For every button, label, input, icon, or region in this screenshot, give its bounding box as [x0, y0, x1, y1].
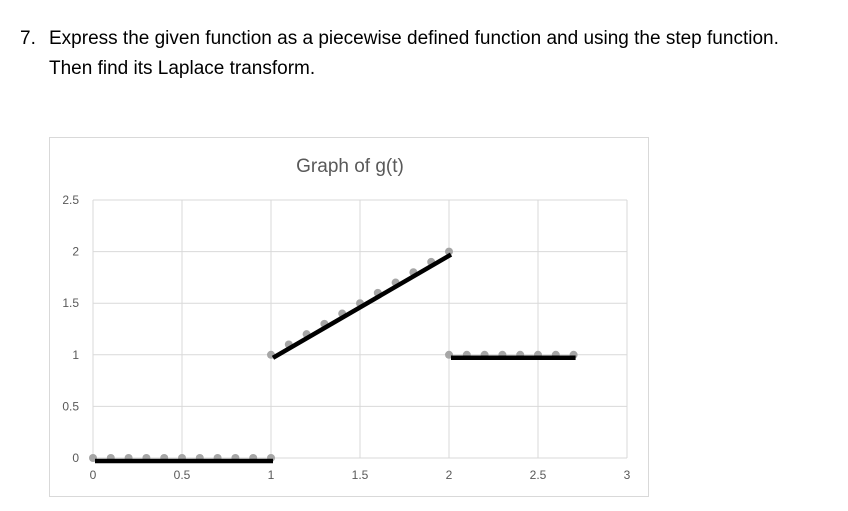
chart-grid	[92, 199, 628, 459]
function-segment	[271, 252, 453, 360]
problem-text-line-1: Express the given function as a piecewis…	[49, 28, 779, 49]
chart-area: Graph of g(t) 0 0.5 1 1.5 2 2.5 3 0 0.5 1 1.5 2 2.5	[49, 137, 649, 497]
chart-tick-labels: 0 0.5 1 1.5 2 2.5 3 0 0.5 1 1.5 2 2.5	[62, 193, 630, 482]
y-tick-label: 2	[72, 245, 79, 259]
y-tick-label: 1	[72, 348, 79, 362]
chart-title: Graph of g(t)	[296, 156, 404, 177]
y-tick-label: 1.5	[62, 296, 79, 310]
y-tick-label: 2.5	[62, 193, 79, 207]
chart-segments	[95, 252, 576, 464]
x-tick-label: 0.5	[174, 468, 191, 482]
graph-of-g-chart: Graph of g(t) 0 0.5 1 1.5 2 2.5 3 0 0.5 1 1.5 2 2.5	[62, 156, 630, 482]
data-point	[445, 247, 453, 256]
x-tick-label: 1.5	[352, 468, 369, 482]
x-tick-label: 0	[90, 468, 97, 482]
x-tick-label: 2	[446, 468, 453, 482]
x-tick-label: 2.5	[530, 468, 547, 482]
problem-number: 7.	[20, 28, 36, 49]
x-tick-label: 3	[624, 468, 631, 482]
y-tick-label: 0.5	[62, 399, 79, 413]
y-tick-label: 0	[72, 451, 79, 465]
problem-statement: 7. Express the given function as a piece…	[20, 24, 830, 84]
problem-text-line-2: Then find its Laplace transform.	[49, 58, 316, 79]
x-tick-label: 1	[268, 468, 275, 482]
